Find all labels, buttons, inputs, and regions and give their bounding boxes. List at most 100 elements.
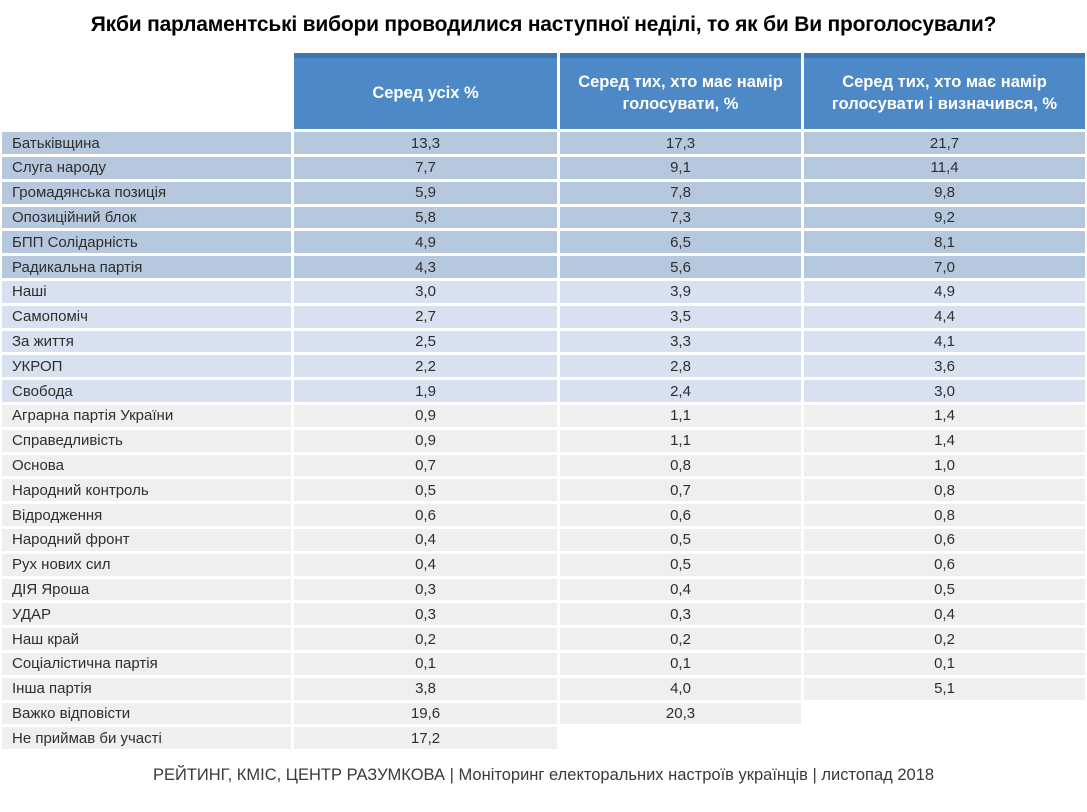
table-row: Важко відповісти 19,6 20,3: [2, 702, 1085, 725]
value-cell: 3,9: [560, 281, 801, 303]
value-cell: 0,7: [294, 454, 557, 477]
value-cell: 4,4: [804, 305, 1085, 328]
party-name: Важко відповісти: [2, 702, 291, 725]
value-cell: 0,9: [294, 429, 557, 452]
value-cell: 0,3: [294, 603, 557, 626]
value-cell: 7,8: [560, 181, 801, 204]
value-cell: 2,8: [560, 355, 801, 378]
value-cell: 0,4: [804, 603, 1085, 626]
table-row: Народний фронт 0,4 0,5 0,6: [2, 529, 1085, 551]
party-name: УДАР: [2, 603, 291, 626]
value-cell: 3,6: [804, 355, 1085, 378]
party-name: Рух нових сил: [2, 553, 291, 576]
value-cell: 2,5: [294, 330, 557, 353]
value-cell: 21,7: [804, 132, 1085, 155]
party-name: Опозиційний блок: [2, 206, 291, 229]
value-cell: 1,0: [804, 454, 1085, 477]
value-cell: 0,8: [804, 504, 1085, 527]
value-cell: 2,4: [560, 380, 801, 403]
table-row: ДІЯ Яроша 0,3 0,4 0,5: [2, 578, 1085, 601]
party-name: УКРОП: [2, 355, 291, 378]
value-cell: 0,5: [804, 578, 1085, 601]
party-name: БПП Солідарність: [2, 231, 291, 254]
poll-table: Серед усіх % Серед тих, хто має намір го…: [2, 53, 1085, 750]
table-row: Рух нових сил 0,4 0,5 0,6: [2, 553, 1085, 576]
table-row: Основа 0,7 0,8 1,0: [2, 454, 1085, 477]
party-name: Батьківщина: [2, 132, 291, 155]
value-cell: 0,8: [804, 479, 1085, 502]
table-row: Громадянська позиція 5,9 7,8 9,8: [2, 181, 1085, 204]
party-name: Наш край: [2, 628, 291, 651]
value-cell: 0,4: [294, 553, 557, 576]
value-cell: 0,4: [294, 529, 557, 551]
value-cell: 3,0: [294, 281, 557, 303]
value-cell: 5,6: [560, 256, 801, 279]
value-cell: 9,1: [560, 157, 801, 179]
table-row: За життя 2,5 3,3 4,1: [2, 330, 1085, 353]
table-body: Батьківщина 13,3 17,3 21,7 Слуга народу 7,7 9,…: [2, 132, 1085, 750]
party-name: Аграрна партія України: [2, 405, 291, 427]
value-cell: 0,1: [294, 653, 557, 675]
party-name: Інша партія: [2, 677, 291, 700]
party-name: Самопоміч: [2, 305, 291, 328]
party-name: Народний фронт: [2, 529, 291, 551]
value-cell: 4,0: [560, 677, 801, 700]
value-cell: 0,1: [804, 653, 1085, 675]
value-cell: 0,7: [560, 479, 801, 502]
value-cell: 0,2: [294, 628, 557, 651]
value-cell: [804, 727, 1085, 749]
value-cell: 9,2: [804, 206, 1085, 229]
value-cell: 7,0: [804, 256, 1085, 279]
value-cell: 4,3: [294, 256, 557, 279]
value-cell: 1,1: [560, 405, 801, 427]
table-row: Свобода 1,9 2,4 3,0: [2, 380, 1085, 403]
value-cell: 17,2: [294, 727, 557, 750]
column-header-intend-and-decided: Серед тих, хто має намір голосувати і ви…: [804, 53, 1085, 130]
party-name: Громадянська позиція: [2, 181, 291, 204]
value-cell: 3,3: [560, 330, 801, 353]
value-cell: 5,8: [294, 206, 557, 229]
value-cell: 6,5: [560, 231, 801, 254]
value-cell: 11,4: [804, 157, 1085, 179]
table-row: Відродження 0,6 0,6 0,8: [2, 504, 1085, 527]
value-cell: 4,9: [294, 231, 557, 254]
value-cell: 3,0: [804, 380, 1085, 403]
value-cell: 0,6: [804, 553, 1085, 576]
value-cell: 0,6: [804, 529, 1085, 551]
value-cell: 20,3: [560, 702, 801, 725]
value-cell: 0,5: [294, 479, 557, 502]
value-cell: 0,2: [804, 628, 1085, 651]
value-cell: 7,7: [294, 157, 557, 179]
column-header-among-all: Серед усіх %: [294, 53, 557, 130]
value-cell: 0,8: [560, 454, 801, 477]
table-row: Не приймав би участі 17,2: [2, 727, 1085, 750]
party-name: Народний контроль: [2, 479, 291, 502]
value-cell: 4,1: [804, 330, 1085, 353]
table-row: БПП Солідарність 4,9 6,5 8,1: [2, 231, 1085, 254]
table-row: Наші 3,0 3,9 4,9: [2, 281, 1085, 303]
value-cell: 1,4: [804, 405, 1085, 427]
value-cell: 0,3: [560, 603, 801, 626]
table-row: Народний контроль 0,5 0,7 0,8: [2, 479, 1085, 502]
page-title: Якби парламентські вибори проводилися на…: [90, 13, 997, 36]
value-cell: 9,8: [804, 181, 1085, 204]
value-cell: 17,3: [560, 132, 801, 155]
table-row: УДАР 0,3 0,3 0,4: [2, 603, 1085, 626]
value-cell: 8,1: [804, 231, 1085, 254]
party-name: Відродження: [2, 504, 291, 527]
value-cell: 2,2: [294, 355, 557, 378]
party-name: Основа: [2, 454, 291, 477]
table-row: Інша партія 3,8 4,0 5,1: [2, 677, 1085, 700]
value-cell: 1,1: [560, 429, 801, 452]
party-name: За життя: [2, 330, 291, 353]
value-cell: 3,8: [294, 677, 557, 700]
value-cell: 0,6: [294, 504, 557, 527]
value-cell: 1,4: [804, 429, 1085, 452]
value-cell: [560, 727, 801, 749]
table-row: Справедливість 0,9 1,1 1,4: [2, 429, 1085, 452]
table-row: Аграрна партія України 0,9 1,1 1,4: [2, 405, 1085, 427]
party-name: Справедливість: [2, 429, 291, 452]
party-name: Свобода: [2, 380, 291, 403]
table-row: Слуга народу 7,7 9,1 11,4: [2, 157, 1085, 179]
